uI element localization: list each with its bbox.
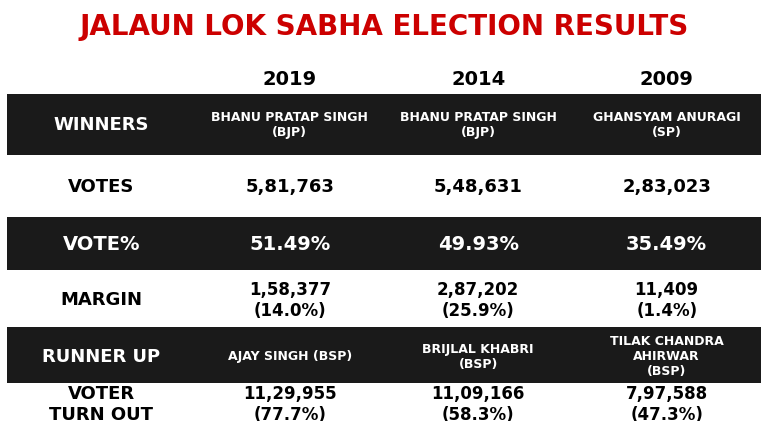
Text: 5,48,631: 5,48,631 — [434, 178, 523, 196]
Text: 7,97,588
(47.3%): 7,97,588 (47.3%) — [626, 384, 708, 423]
FancyArrow shape — [7, 214, 761, 216]
Bar — [7, 273, 761, 325]
Bar — [7, 158, 761, 215]
Text: JALAUN LOK SABHA ELECTION RESULTS: JALAUN LOK SABHA ELECTION RESULTS — [79, 12, 689, 40]
Text: 11,29,955
(77.7%): 11,29,955 (77.7%) — [243, 384, 336, 423]
FancyArrow shape — [7, 383, 761, 385]
Text: BRIJLAL KHABRI
(BSP): BRIJLAL KHABRI (BSP) — [422, 342, 534, 370]
Text: 2009: 2009 — [640, 70, 694, 89]
Text: BHANU PRATAP SINGH
(BJP): BHANU PRATAP SINGH (BJP) — [211, 111, 368, 139]
FancyArrow shape — [7, 156, 761, 157]
Text: VOTE%: VOTE% — [62, 235, 140, 253]
Text: 35.49%: 35.49% — [626, 235, 707, 253]
Bar — [7, 94, 761, 156]
Bar — [7, 386, 761, 421]
Text: VOTER
TURN OUT: VOTER TURN OUT — [49, 384, 154, 423]
Text: MARGIN: MARGIN — [60, 291, 142, 308]
Text: GHANSYAM ANURAGI
(SP): GHANSYAM ANURAGI (SP) — [593, 111, 740, 139]
FancyArrow shape — [7, 271, 761, 272]
Text: TILAK CHANDRA
AHIRWAR
(BSP): TILAK CHANDRA AHIRWAR (BSP) — [610, 334, 723, 377]
Text: AJAY SINGH (BSP): AJAY SINGH (BSP) — [227, 349, 352, 362]
Text: 11,09,166
(58.3%): 11,09,166 (58.3%) — [432, 384, 525, 423]
Text: RUNNER UP: RUNNER UP — [42, 347, 161, 365]
FancyArrow shape — [7, 93, 761, 95]
Text: 2019: 2019 — [263, 70, 317, 89]
Text: BHANU PRATAP SINGH
(BJP): BHANU PRATAP SINGH (BJP) — [400, 111, 557, 139]
Text: WINNERS: WINNERS — [54, 116, 149, 134]
Text: 51.49%: 51.49% — [249, 235, 330, 253]
Text: VOTES: VOTES — [68, 178, 134, 196]
Bar — [7, 217, 761, 271]
Text: 49.93%: 49.93% — [438, 235, 518, 253]
Text: 11,409
(1.4%): 11,409 (1.4%) — [634, 280, 699, 319]
Text: 1,58,377
(14.0%): 1,58,377 (14.0%) — [249, 280, 331, 319]
Text: 2014: 2014 — [451, 70, 505, 89]
Text: 2,87,202
(25.9%): 2,87,202 (25.9%) — [437, 280, 519, 319]
FancyArrow shape — [7, 421, 761, 422]
Text: 5,81,763: 5,81,763 — [245, 178, 334, 196]
Bar — [7, 328, 761, 384]
FancyArrow shape — [7, 325, 761, 326]
Text: 2,83,023: 2,83,023 — [622, 178, 711, 196]
